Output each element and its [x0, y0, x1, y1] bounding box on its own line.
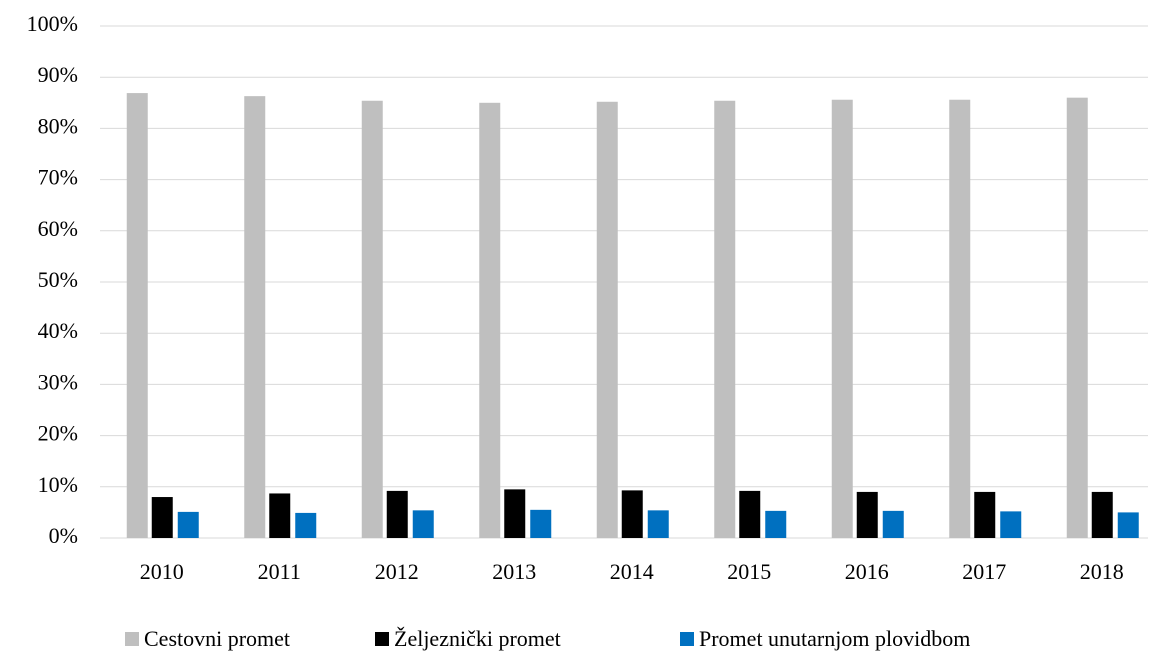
bar — [831, 99, 853, 538]
bar — [621, 490, 643, 538]
bar — [714, 100, 736, 538]
y-tick-label: 0% — [49, 523, 78, 548]
bar — [177, 511, 199, 538]
bar — [126, 93, 148, 539]
y-tick-label: 100% — [27, 11, 78, 36]
x-tick-label: 2010 — [140, 559, 184, 584]
bar — [1091, 491, 1113, 538]
bar — [856, 491, 878, 538]
x-tick-label: 2013 — [492, 559, 536, 584]
y-tick-label: 20% — [38, 421, 78, 446]
bar — [412, 510, 434, 538]
bar — [269, 493, 291, 538]
bar — [295, 512, 317, 538]
y-tick-label: 60% — [38, 216, 78, 241]
y-tick-label: 80% — [38, 113, 78, 138]
x-tick-label: 2012 — [375, 559, 419, 584]
bar — [151, 497, 173, 538]
y-tick-label: 30% — [38, 369, 78, 394]
bar — [530, 509, 552, 538]
bar — [949, 99, 971, 538]
legend-label: Željeznički promet — [394, 626, 561, 651]
x-tick-label: 2018 — [1080, 559, 1124, 584]
bar — [882, 510, 904, 538]
y-tick-label: 10% — [38, 472, 78, 497]
bar — [479, 102, 501, 539]
x-tick-label: 2014 — [610, 559, 654, 584]
y-tick-label: 70% — [38, 165, 78, 190]
bar — [739, 490, 761, 538]
legend-swatch — [125, 632, 139, 646]
x-tick-label: 2016 — [845, 559, 889, 584]
bar — [596, 101, 618, 538]
bar — [1000, 511, 1022, 538]
x-tick-label: 2017 — [962, 559, 1006, 584]
legend-swatch — [375, 632, 389, 646]
bar — [974, 491, 996, 538]
legend-label: Promet unutarnjom plovidbom — [699, 626, 970, 651]
legend-swatch — [680, 632, 694, 646]
bar — [1066, 97, 1088, 539]
bar — [1117, 512, 1139, 538]
bar — [244, 96, 266, 539]
x-tick-label: 2015 — [727, 559, 771, 584]
bar — [647, 510, 669, 538]
bar — [765, 510, 787, 538]
bar — [504, 489, 526, 538]
y-tick-label: 90% — [38, 62, 78, 87]
x-tick-label: 2011 — [258, 559, 301, 584]
y-tick-label: 40% — [38, 318, 78, 343]
bar — [361, 100, 383, 538]
y-tick-label: 50% — [38, 267, 78, 292]
legend-label: Cestovni promet — [144, 626, 290, 651]
bar — [386, 490, 408, 538]
